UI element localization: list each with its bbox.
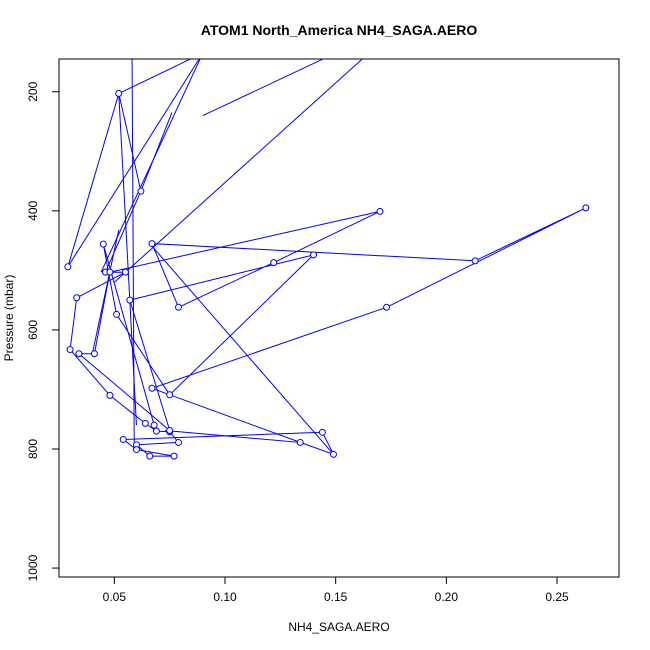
data-point bbox=[64, 263, 72, 271]
x-tick-label: 0.05 bbox=[103, 590, 127, 604]
y-tick-label: 1000 bbox=[26, 554, 40, 581]
data-point bbox=[115, 90, 123, 98]
data-point bbox=[141, 419, 149, 427]
data-point bbox=[175, 303, 183, 311]
chart-title: ATOM1 North_America NH4_SAGA.AERO bbox=[201, 22, 478, 38]
data-point bbox=[121, 268, 129, 276]
data-point bbox=[106, 268, 114, 276]
data-point bbox=[99, 240, 107, 248]
data-point bbox=[119, 435, 127, 443]
series-segment bbox=[202, 59, 325, 117]
y-tick-label: 600 bbox=[26, 320, 40, 340]
data-point bbox=[582, 204, 590, 212]
data-point bbox=[329, 450, 337, 458]
plot-area-frame bbox=[58, 58, 620, 578]
data-point bbox=[175, 438, 183, 446]
data-point bbox=[148, 384, 156, 392]
data-point bbox=[166, 427, 174, 435]
series-segment bbox=[140, 112, 173, 192]
x-tick-label: 0.25 bbox=[545, 590, 569, 604]
data-point bbox=[126, 296, 134, 304]
data-point bbox=[270, 259, 278, 267]
data-point bbox=[132, 446, 140, 454]
x-tick-label: 0.20 bbox=[435, 590, 459, 604]
data-point bbox=[146, 452, 154, 460]
x-tick-label: 0.10 bbox=[213, 590, 237, 604]
data-point bbox=[106, 391, 114, 399]
data-point bbox=[170, 452, 178, 460]
series-segment bbox=[149, 243, 334, 455]
data-point bbox=[166, 391, 174, 399]
data-point bbox=[90, 350, 98, 358]
x-axis-label: NH4_SAGA.AERO bbox=[288, 620, 389, 634]
series-segment bbox=[91, 229, 120, 355]
data-point bbox=[150, 421, 158, 429]
series-segment bbox=[131, 59, 135, 447]
data-points bbox=[64, 90, 590, 460]
y-tick-label: 800 bbox=[26, 439, 40, 459]
series-segment bbox=[118, 59, 192, 94]
data-point bbox=[113, 310, 121, 318]
data-point bbox=[148, 240, 156, 248]
y-tick-label: 200 bbox=[26, 81, 40, 101]
data-point bbox=[376, 207, 384, 215]
data-lines bbox=[67, 59, 587, 457]
data-point bbox=[310, 251, 318, 259]
data-point bbox=[137, 187, 145, 195]
data-point bbox=[73, 294, 81, 302]
data-point bbox=[66, 346, 74, 354]
y-tick-label: 400 bbox=[26, 200, 40, 220]
data-point bbox=[383, 303, 391, 311]
series-segment bbox=[114, 59, 364, 283]
x-tick-label: 0.15 bbox=[324, 590, 348, 604]
y-axis: 200 400 600 800 1000 bbox=[26, 81, 60, 581]
x-axis: 0.05 0.10 0.15 0.20 0.25 bbox=[103, 576, 569, 604]
data-point bbox=[318, 428, 326, 436]
data-point bbox=[471, 257, 479, 265]
series-segment bbox=[165, 430, 301, 443]
data-point bbox=[75, 350, 83, 358]
data-point bbox=[152, 427, 160, 435]
series-segment bbox=[67, 59, 200, 268]
data-point bbox=[296, 438, 304, 446]
y-axis-label: Pressure (mbar) bbox=[2, 275, 16, 362]
series-line bbox=[67, 91, 587, 457]
